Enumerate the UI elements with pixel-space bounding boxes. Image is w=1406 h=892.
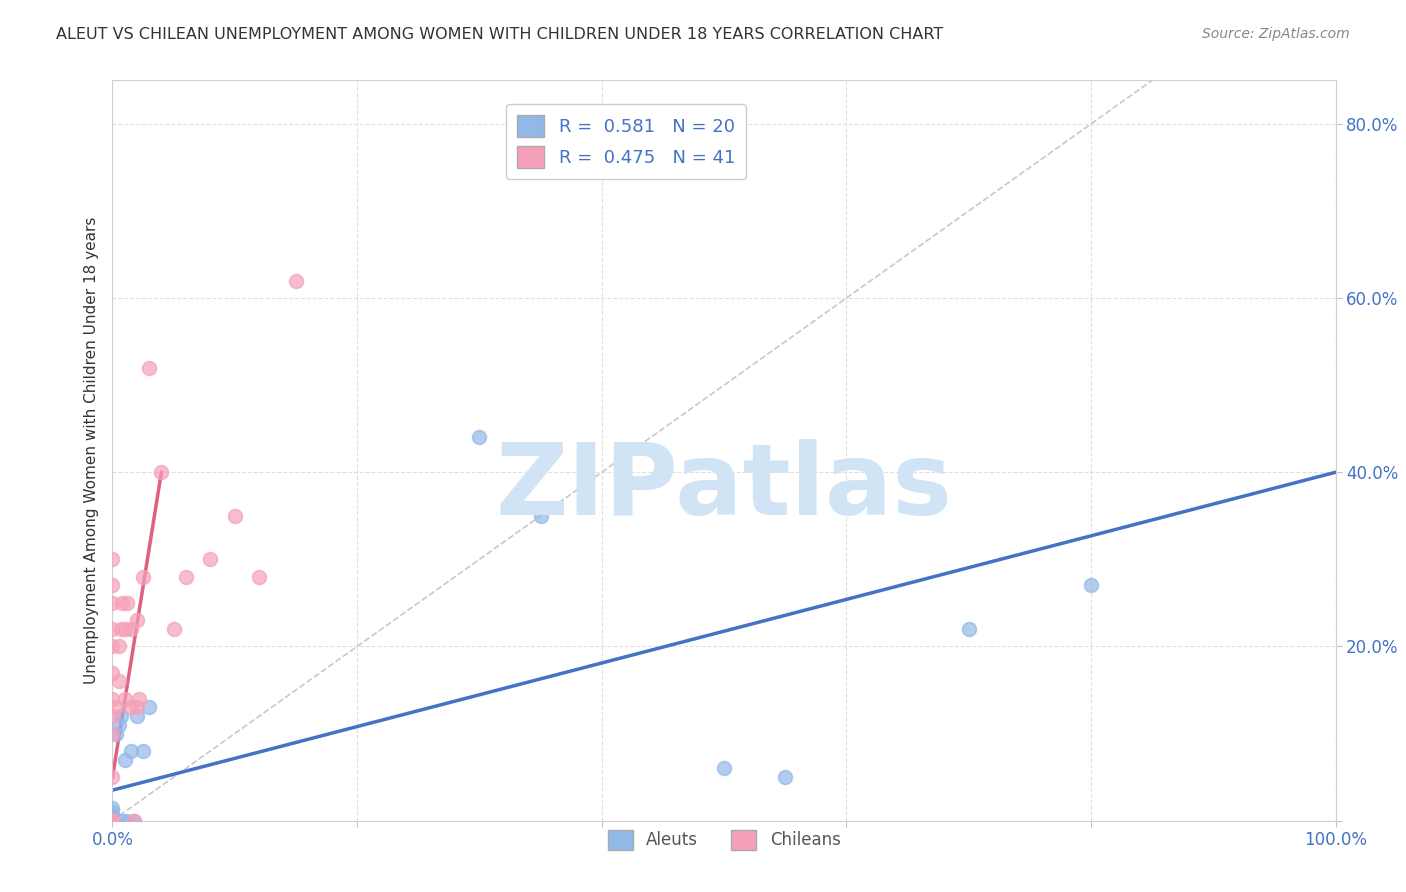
Point — [107, 674, 129, 689]
Point — [101, 809, 124, 823]
Y-axis label: Unemployment Among Women with Children Under 18 years: Unemployment Among Women with Children U… — [83, 217, 98, 684]
Point — [101, 814, 124, 828]
Point — [284, 274, 308, 288]
Point — [101, 814, 124, 828]
Point — [101, 770, 124, 784]
Point — [101, 805, 124, 819]
Point — [200, 552, 222, 566]
Point — [101, 691, 124, 706]
Point — [174, 570, 197, 584]
Point — [120, 700, 142, 714]
Point — [120, 744, 142, 758]
Point — [138, 360, 160, 375]
Point — [120, 622, 142, 636]
Point — [114, 622, 136, 636]
Point — [529, 508, 551, 523]
Point — [125, 709, 148, 723]
Point — [107, 718, 129, 732]
Point — [111, 596, 134, 610]
Point — [101, 800, 124, 814]
Point — [713, 761, 735, 775]
Point — [115, 596, 138, 610]
Point — [125, 613, 148, 627]
Point — [128, 691, 150, 706]
Point — [163, 622, 186, 636]
Point — [125, 700, 148, 714]
Point — [150, 465, 173, 479]
Point — [101, 814, 124, 828]
Point — [957, 622, 980, 636]
Point — [132, 570, 155, 584]
Text: ALEUT VS CHILEAN UNEMPLOYMENT AMONG WOMEN WITH CHILDREN UNDER 18 YEARS CORRELATI: ALEUT VS CHILEAN UNEMPLOYMENT AMONG WOME… — [56, 27, 943, 42]
Point — [110, 709, 132, 723]
Point — [101, 814, 124, 828]
Point — [101, 814, 124, 828]
Point — [224, 508, 246, 523]
Point — [101, 665, 124, 680]
Point — [101, 814, 124, 828]
Point — [468, 430, 491, 444]
Point — [101, 726, 124, 740]
Point — [101, 814, 124, 828]
Point — [124, 814, 146, 828]
Point — [1080, 578, 1102, 592]
Point — [105, 726, 128, 740]
Point — [775, 770, 797, 784]
Point — [247, 570, 270, 584]
Point — [105, 700, 128, 714]
Point — [124, 814, 146, 828]
Point — [101, 640, 124, 654]
Point — [114, 753, 136, 767]
Point — [101, 814, 124, 828]
Text: Source: ZipAtlas.com: Source: ZipAtlas.com — [1202, 27, 1350, 41]
Point — [101, 596, 124, 610]
Legend: Aleuts, Chileans: Aleuts, Chileans — [600, 823, 848, 856]
Point — [101, 578, 124, 592]
Point — [114, 691, 136, 706]
Point — [111, 814, 134, 828]
Text: ZIPatlas: ZIPatlas — [496, 439, 952, 536]
Point — [132, 744, 155, 758]
Point — [101, 709, 124, 723]
Point — [107, 640, 129, 654]
Point — [115, 814, 138, 828]
Point — [138, 700, 160, 714]
Point — [101, 814, 124, 828]
Point — [101, 552, 124, 566]
Point — [110, 622, 132, 636]
Point — [101, 814, 124, 828]
Point — [101, 814, 124, 828]
Point — [101, 814, 124, 828]
Point — [101, 622, 124, 636]
